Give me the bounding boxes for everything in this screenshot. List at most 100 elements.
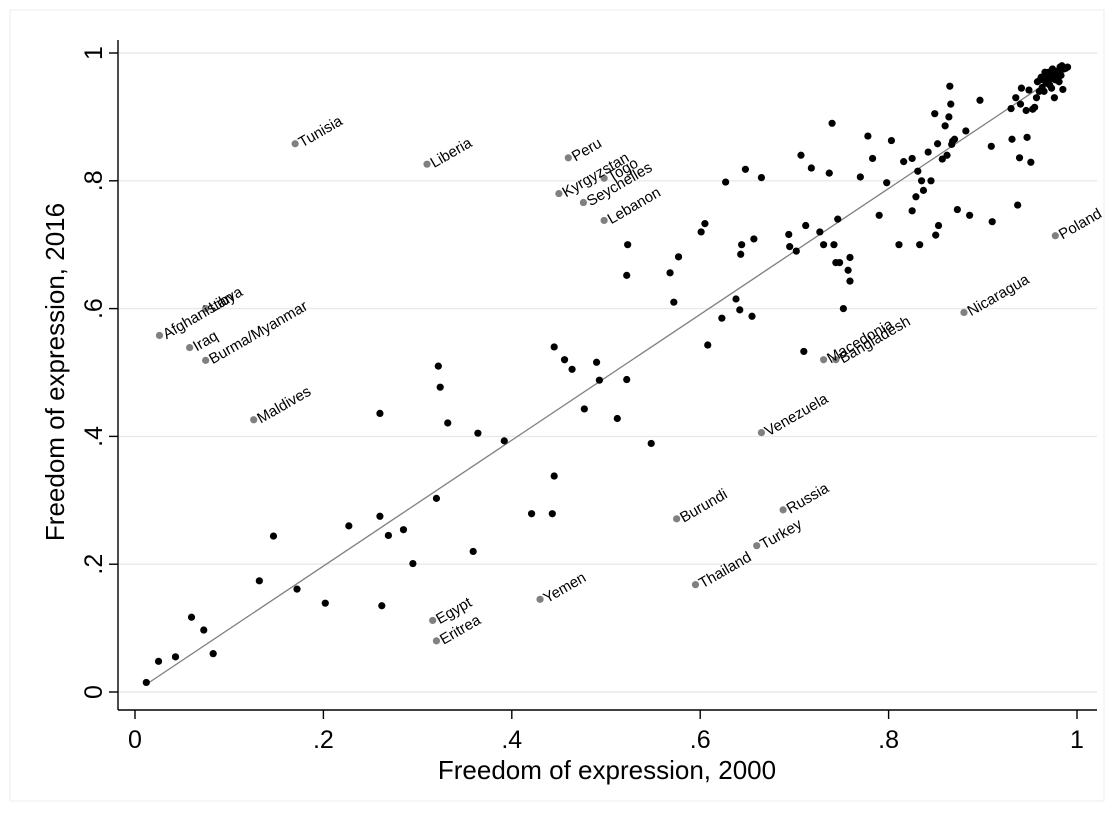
point-label: Venezuela [762, 390, 832, 440]
data-point [550, 343, 558, 351]
data-point [924, 148, 932, 156]
data-point [945, 113, 953, 121]
data-point [883, 179, 891, 187]
labeled-data-point [757, 428, 766, 437]
y-tick-label: 1 [80, 46, 108, 60]
data-point [816, 228, 824, 236]
data-point [846, 253, 854, 262]
data-point [748, 312, 756, 320]
data-point [548, 510, 556, 518]
y-tick-label: .2 [80, 554, 108, 575]
data-point [142, 678, 150, 687]
data-point [750, 235, 758, 243]
data-point [568, 365, 576, 373]
labeled-data-point [564, 154, 572, 162]
labeled-data-point [673, 515, 681, 523]
x-tick-label: 0 [128, 726, 142, 754]
data-point [830, 241, 838, 249]
point-label: Tunisia [296, 112, 346, 151]
fit-line-group [144, 68, 1068, 687]
data-point [550, 472, 558, 480]
data-point [434, 362, 442, 370]
data-point [474, 429, 482, 437]
data-point [1050, 94, 1058, 102]
data-point [953, 205, 961, 214]
y-axis-title: Freedom of expression, 2016 [40, 203, 70, 541]
data-point [834, 215, 842, 223]
data-point [741, 165, 750, 173]
data-point [966, 211, 974, 219]
data-point [900, 158, 908, 166]
gridlines [118, 52, 1097, 693]
data-point [321, 599, 329, 607]
labeled-data-point [202, 356, 210, 364]
data-point [1008, 135, 1016, 143]
point-label: Poland [1056, 205, 1105, 243]
x-tick-label: .2 [313, 726, 334, 754]
data-point [469, 547, 477, 556]
labeled-data-point [155, 331, 164, 340]
data-point [737, 250, 745, 258]
data-point [171, 653, 180, 661]
data-point [962, 127, 970, 135]
data-point [797, 151, 805, 159]
data-point [623, 271, 631, 279]
data-point [1015, 154, 1024, 162]
data-point [595, 376, 604, 384]
data-point [409, 559, 417, 568]
data-point [704, 341, 712, 349]
data-point [941, 122, 949, 130]
data-point [864, 132, 872, 140]
data-point [802, 221, 810, 230]
data-point [187, 613, 196, 621]
data-point [376, 512, 384, 520]
data-point [623, 375, 631, 384]
data-point [825, 169, 833, 177]
data-point [738, 241, 746, 249]
data-point [820, 241, 828, 249]
data-point [943, 151, 951, 159]
data-point [800, 347, 808, 356]
point-label: Nicaragua [964, 271, 1032, 320]
data-point [200, 626, 208, 634]
data-point [432, 494, 441, 502]
axes: 0 .2 .4 .6 .8 1 0 .2 .4 .6 .8 1 [80, 40, 1097, 754]
labeled-data-point [250, 416, 258, 424]
data-point [807, 164, 815, 172]
data-point [1037, 73, 1045, 81]
data-point [736, 306, 744, 314]
data-point [887, 136, 896, 145]
point-label: Burundi [677, 486, 730, 527]
point-label: Maldives [254, 383, 314, 427]
data-point [757, 174, 766, 182]
labeled-data-point [779, 506, 787, 514]
labeled-data-point [429, 616, 437, 625]
data-point [527, 510, 536, 518]
labeled-data-point [820, 356, 828, 364]
data-point [624, 241, 632, 249]
data-point [988, 218, 996, 226]
labeled-data-point [423, 160, 431, 168]
data-point [1055, 78, 1063, 86]
data-point [154, 657, 163, 665]
y-tick-label: .4 [80, 426, 108, 447]
labeled-data-point [536, 595, 544, 603]
data-point [732, 295, 740, 303]
data-point [376, 409, 384, 417]
data-point [718, 314, 726, 322]
data-point [919, 186, 928, 194]
data-point [1063, 63, 1072, 71]
data-point [293, 585, 301, 593]
data-point [269, 532, 278, 540]
data-point [1047, 84, 1056, 92]
data-point [1017, 84, 1026, 92]
data-point [378, 602, 386, 610]
x-tick-label: .8 [878, 726, 899, 754]
data-point [592, 358, 601, 366]
x-tick-label: .4 [501, 726, 522, 754]
data-point [255, 577, 263, 585]
data-point [1032, 94, 1041, 102]
data-point [670, 298, 678, 306]
